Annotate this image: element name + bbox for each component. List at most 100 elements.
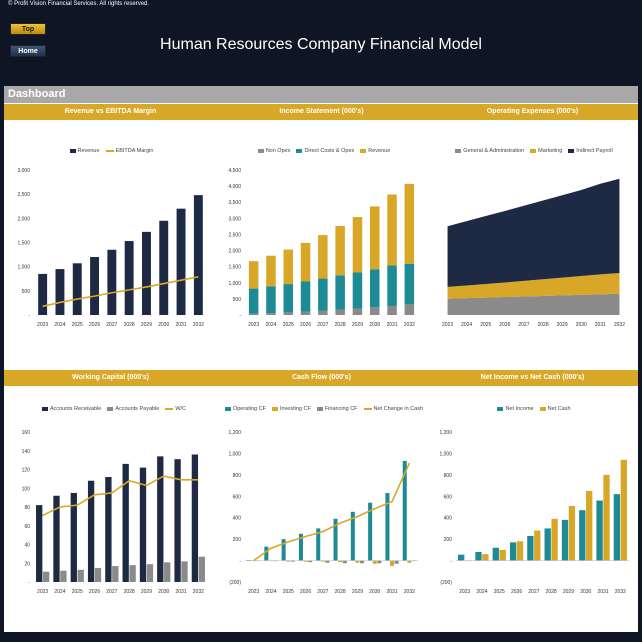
y-tick-label: 3,500 (228, 200, 241, 206)
x-tick-label: 2028 (124, 589, 135, 595)
legend-label: W/C (175, 406, 187, 412)
x-tick-label: 2030 (580, 589, 591, 595)
legend-swatch (41, 407, 48, 411)
legend-swatch (69, 149, 76, 153)
x-tick-label: 2023 (442, 322, 453, 328)
y-tick-label: 60 (24, 524, 30, 530)
legend-swatch (539, 407, 546, 411)
y-tick-label: 1,000 (439, 451, 452, 457)
y-tick-label: 500 (22, 289, 31, 295)
chart-title-net-income-cash: Net Income vs Net Cash (000's) (480, 374, 585, 381)
bar-accounts-payable (112, 566, 119, 582)
x-tick-label: 2026 (511, 589, 522, 595)
legend-item-revenue: Revenue (360, 148, 390, 154)
bar-financing-cf (360, 560, 365, 564)
x-tick-label: 2026 (300, 322, 311, 328)
bar-net-cash (586, 490, 593, 561)
legend-label: Revenue (368, 148, 391, 154)
bar-investing-cf (407, 560, 412, 563)
x-tick-label: 2024 (461, 322, 472, 328)
bar-investing-cf (303, 560, 308, 562)
y-tick-label: 1,500 (228, 265, 241, 271)
y-tick-label: 20 (24, 561, 30, 567)
x-tick-label: 2023 (248, 589, 259, 595)
bar-revenue (193, 195, 203, 315)
legend-label: Operating CF (232, 406, 266, 412)
x-tick-label: 2027 (106, 322, 117, 328)
bar-net-income (579, 510, 586, 561)
bar-net-income (527, 535, 534, 561)
bar-net-cash (603, 474, 610, 561)
page-title: Human Resources Company Financial Model (160, 36, 482, 53)
bar-direct-costs-opex (266, 286, 276, 314)
legend-label: Accounts Payable (115, 406, 160, 412)
bar-revenue (38, 273, 48, 315)
home-button[interactable]: Home (10, 45, 46, 57)
legend-swatch (455, 149, 462, 153)
bar-accounts-payable (60, 570, 67, 582)
y-tick-label: 200 (233, 537, 242, 543)
legend-working-capital: Accounts Receivable Accounts Payable W/C (14, 406, 214, 412)
x-tick-label: 2032 (193, 322, 204, 328)
y-tick-label: 1,500 (17, 241, 30, 247)
x-tick-label: 2024 (265, 589, 276, 595)
bar-revenue (141, 231, 151, 315)
x-tick-label: 2029 (352, 322, 363, 328)
bar-revenue (266, 255, 276, 287)
y-tick-label: 800 (444, 473, 453, 479)
bar-non-opex (248, 313, 259, 315)
bar-investing-cf (338, 560, 343, 563)
x-tick-label: 2028 (335, 322, 346, 328)
bar-net-cash (516, 541, 524, 561)
x-tick-label: 2031 (175, 322, 186, 328)
x-tick-label: 2029 (352, 589, 363, 595)
bar-non-opex (404, 304, 415, 315)
bar-direct-costs-opex (335, 275, 345, 310)
y-tick-label: - (28, 313, 30, 319)
bar-financing-cf (325, 560, 330, 563)
bottom-row-title-band (4, 370, 638, 386)
bar-financing-cf (308, 560, 313, 563)
area-indirect-payroll (447, 178, 620, 287)
y-tick-label: 140 (22, 449, 31, 455)
bar-net-cash (551, 518, 558, 561)
x-tick-label: 2025 (72, 322, 83, 328)
x-tick-label: 2023 (459, 589, 470, 595)
x-tick-label: 2028 (546, 589, 557, 595)
legend-swatch (165, 408, 174, 410)
bar-revenue (72, 263, 82, 315)
bar-net-cash (482, 554, 489, 561)
y-tick-label: 2,500 (17, 192, 30, 198)
y-tick-label: 600 (444, 494, 453, 500)
x-tick-label: 2032 (193, 589, 204, 595)
top-button[interactable]: Top (10, 23, 46, 35)
bar-non-opex (369, 307, 380, 315)
x-tick-label: 2025 (480, 322, 491, 328)
x-tick-label: 2030 (158, 322, 169, 328)
legend-label: Financing CF (324, 406, 358, 412)
bar-non-opex (283, 312, 294, 315)
bar-direct-costs-opex (318, 278, 328, 311)
y-tick-label: 120 (22, 468, 31, 474)
x-tick-label: 2027 (317, 322, 328, 328)
bar-net-cash (568, 505, 576, 561)
x-tick-label: 2023 (248, 322, 259, 328)
legend-label: Indirect Payroll (576, 148, 613, 154)
bar-operating-cf (368, 502, 373, 561)
legend-swatch (360, 149, 367, 153)
x-tick-label: 2023 (37, 322, 48, 328)
y-tick-label: 3,000 (17, 168, 30, 174)
chart-operating-expenses: 2023 2024 2025 2026 2027 2028 2029 2030 2031 2032 (442, 178, 625, 328)
bar-revenue (159, 220, 169, 315)
y-tick-label: 500 (233, 297, 242, 303)
legend-swatch (105, 150, 114, 152)
bar-non-opex (352, 308, 363, 315)
legend-item-marketing: Marketing (530, 148, 562, 154)
y-tick-label: 4,000 (228, 184, 241, 190)
x-tick-label: 2025 (494, 589, 505, 595)
y-tick-label: 4,500 (228, 168, 241, 174)
bar-operating-cf (402, 460, 407, 561)
chart-revenue-ebitda: - 500 1,000 1,500 2,000 2,500 3,000 2023 2024 202… (17, 168, 204, 328)
bar-accounts-receivable (191, 454, 199, 582)
legend-item-investing-cf: Investing CF (271, 406, 311, 412)
